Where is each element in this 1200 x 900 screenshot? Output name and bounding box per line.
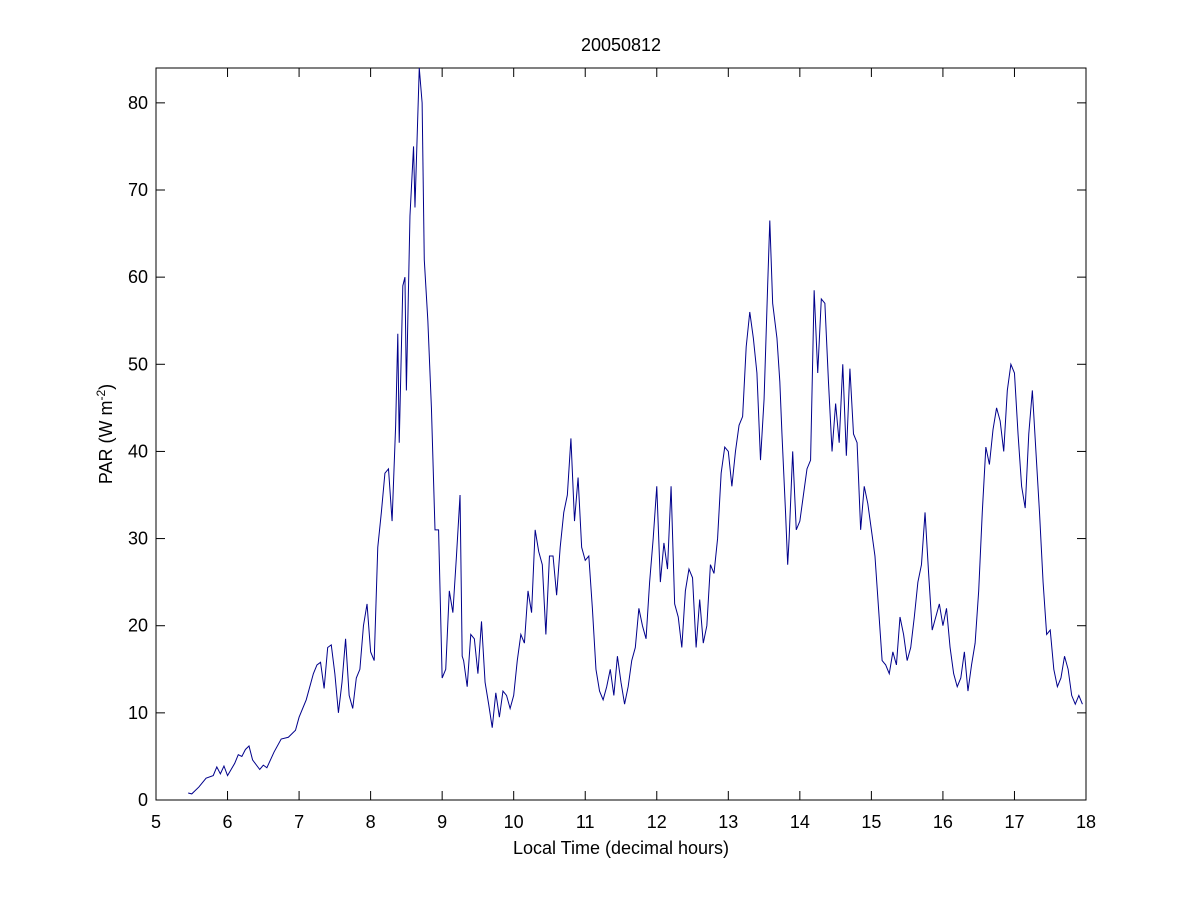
x-tick-label: 15 <box>861 812 881 832</box>
chart-title: 20050812 <box>581 35 661 55</box>
x-tick-label: 14 <box>790 812 810 832</box>
x-tick-label: 18 <box>1076 812 1096 832</box>
x-tick-label: 16 <box>933 812 953 832</box>
x-tick-label: 6 <box>223 812 233 832</box>
y-axis-label: PAR (W m-2) <box>94 384 116 484</box>
x-tick-label: 5 <box>151 812 161 832</box>
x-tick-label: 7 <box>294 812 304 832</box>
y-axis-label-suffix: ) <box>96 384 116 390</box>
x-tick-label: 8 <box>366 812 376 832</box>
x-tick-label: 10 <box>504 812 524 832</box>
y-tick-label: 20 <box>128 616 148 636</box>
x-tick-label: 13 <box>718 812 738 832</box>
y-tick-label: 40 <box>128 441 148 461</box>
x-tick-label: 11 <box>576 812 595 832</box>
y-axis-label-superscript: -2 <box>94 390 108 401</box>
plot-frame <box>155 67 1087 801</box>
x-tick-label: 17 <box>1004 812 1024 832</box>
y-tick-label: 60 <box>128 267 148 287</box>
y-tick-label: 0 <box>138 790 148 810</box>
y-tick-label: 80 <box>128 93 148 113</box>
x-tick-label: 9 <box>437 812 447 832</box>
y-tick-label: 70 <box>128 180 148 200</box>
x-axis-label: Local Time (decimal hours) <box>513 838 729 858</box>
x-tick-label: 12 <box>647 812 667 832</box>
y-tick-label: 30 <box>128 529 148 549</box>
y-axis-label-text: PAR (W m <box>96 401 116 485</box>
y-tick-label: 10 <box>128 703 148 723</box>
data-line <box>188 67 1083 795</box>
y-tick-label: 50 <box>128 354 148 374</box>
